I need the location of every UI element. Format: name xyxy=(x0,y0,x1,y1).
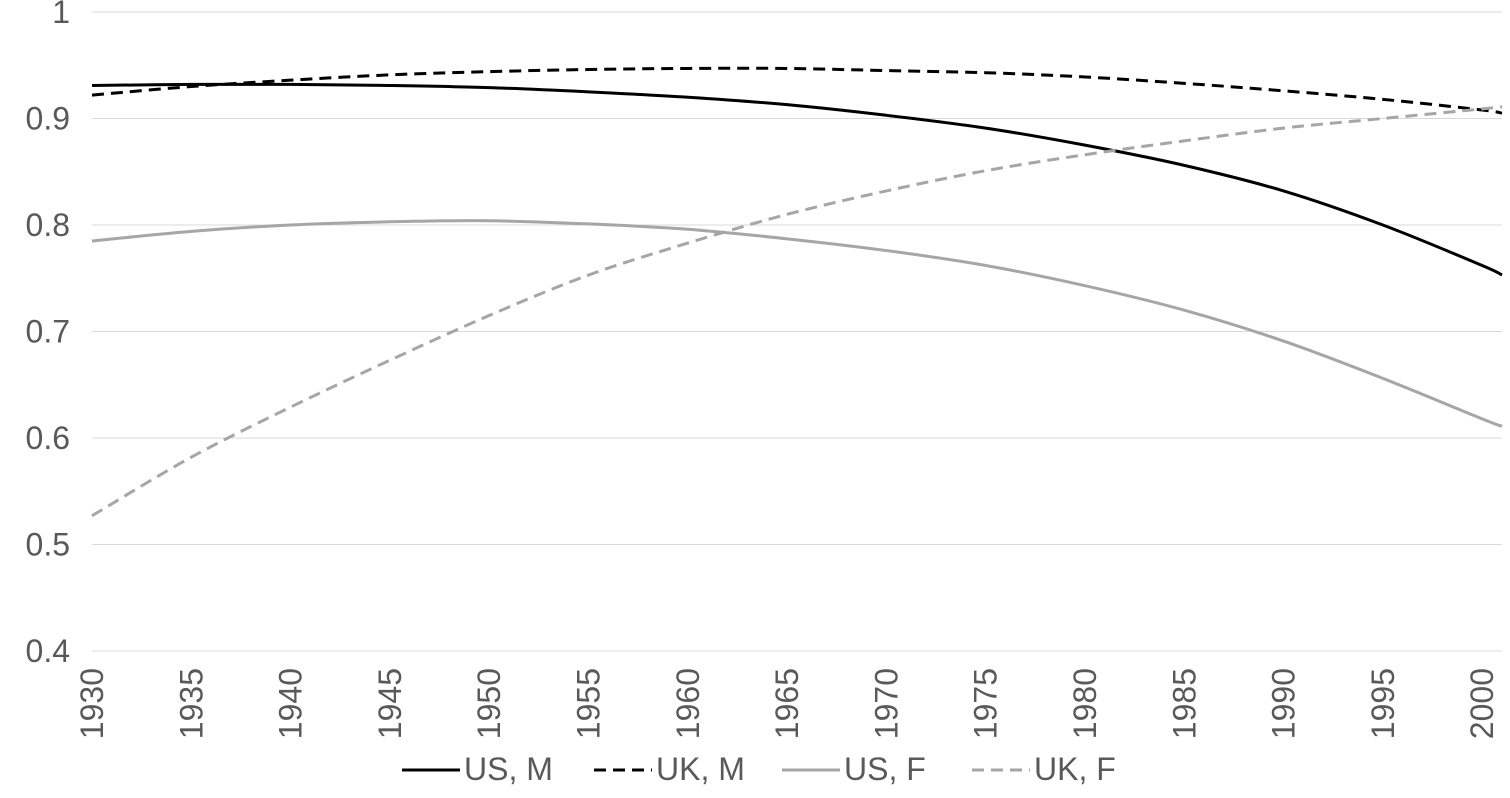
series-line-us-f xyxy=(91,219,1503,428)
y-tick-label: 0.7 xyxy=(26,314,70,350)
x-tick-label: 1975 xyxy=(968,668,1004,739)
y-tick-label: 0.5 xyxy=(26,527,70,563)
x-tick-label: 1980 xyxy=(1067,668,1103,739)
x-tick-label: 1950 xyxy=(471,668,507,739)
series-lines xyxy=(91,66,1503,518)
legend-label: US, M xyxy=(464,751,553,787)
legend-label: UK, F xyxy=(1034,751,1116,787)
y-tick-label: 0.8 xyxy=(26,207,70,243)
series-line-uk-m xyxy=(91,66,1503,115)
y-tick-label: 0.4 xyxy=(26,633,70,669)
x-tick-label: 1945 xyxy=(372,668,408,739)
x-tick-label: 1970 xyxy=(868,668,904,739)
x-tick-label: 1985 xyxy=(1166,668,1202,739)
x-tick-label: 1990 xyxy=(1266,668,1302,739)
x-axis-tick-labels: 1930 1935 1940 1945 1950 1955 1960 1965 1970 1975… xyxy=(74,668,1500,739)
x-tick-label: 2000 xyxy=(1464,668,1500,739)
y-tick-label: 0.9 xyxy=(26,101,70,137)
x-tick-label: 1955 xyxy=(570,668,606,739)
x-tick-label: 1960 xyxy=(670,668,706,739)
x-tick-label: 1995 xyxy=(1365,668,1401,739)
x-tick-label: 1940 xyxy=(273,668,309,739)
legend-label: UK, M xyxy=(656,751,745,787)
x-tick-label: 1965 xyxy=(769,668,805,739)
grid-lines xyxy=(92,11,1502,652)
x-tick-label: 1935 xyxy=(173,668,209,739)
y-axis-tick-labels: 0.4 0.5 0.6 0.7 0.8 0.9 1 xyxy=(26,0,70,669)
series-line-uk-f xyxy=(91,105,1503,518)
series-line-us-m xyxy=(91,82,1503,277)
legend: US, M UK, M US, F UK, F xyxy=(402,751,1116,787)
y-tick-label: 1 xyxy=(52,0,70,30)
y-tick-label: 0.6 xyxy=(26,420,70,456)
legend-label: US, F xyxy=(844,751,926,787)
x-tick-label: 1930 xyxy=(74,668,110,739)
